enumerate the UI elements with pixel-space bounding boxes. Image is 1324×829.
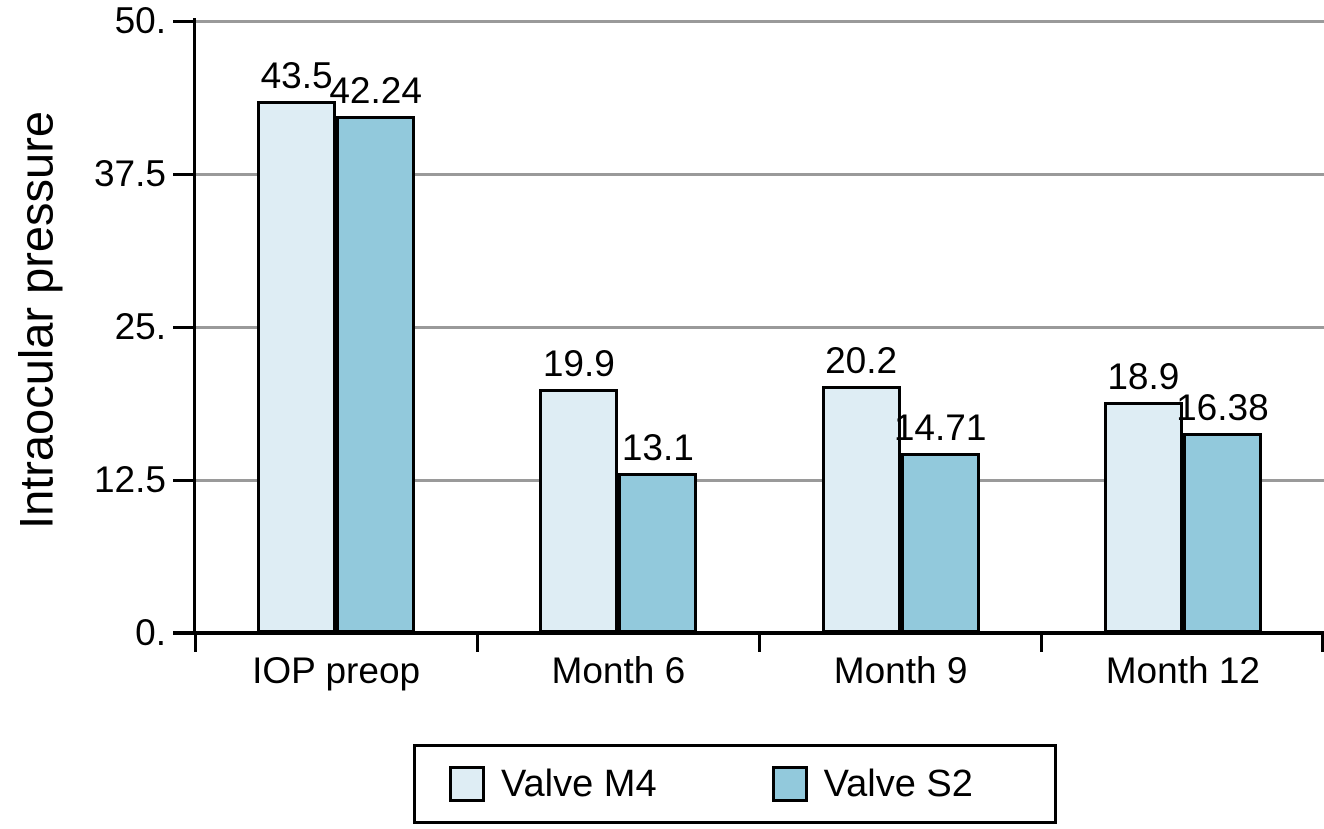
y-tick bbox=[173, 478, 195, 482]
bar-value-label: 13.1 bbox=[621, 426, 694, 468]
bar-valve-m4 bbox=[257, 100, 337, 633]
gridline bbox=[195, 172, 1324, 176]
bar-value-label: 16.38 bbox=[1176, 386, 1269, 428]
bar-value-label: 42.24 bbox=[329, 69, 422, 111]
legend-item-valve-m4: Valve M4 bbox=[449, 763, 657, 806]
bar-valve-s2 bbox=[336, 115, 416, 633]
legend-label-valve-s2: Valve S2 bbox=[823, 762, 973, 805]
y-tick bbox=[173, 325, 195, 329]
y-tick bbox=[173, 172, 195, 176]
bar-value-label: 18.9 bbox=[1107, 355, 1180, 397]
y-axis-line bbox=[193, 18, 196, 633]
x-tick bbox=[1320, 635, 1324, 652]
y-tick-label: 37.5 bbox=[93, 153, 166, 194]
category-label: IOP preop bbox=[252, 650, 421, 691]
y-tick-label: 12.5 bbox=[93, 459, 166, 500]
x-tick bbox=[193, 635, 197, 652]
bar-valve-m4 bbox=[1103, 401, 1183, 633]
category-label: Month 6 bbox=[551, 650, 686, 691]
y-tick bbox=[173, 19, 195, 23]
bar-valve-m4 bbox=[539, 389, 619, 633]
gridline bbox=[195, 325, 1324, 329]
legend-item-valve-s2: Valve S2 bbox=[771, 762, 973, 806]
y-tick-label: 50. bbox=[114, 0, 166, 41]
valve-s2-swatch-icon bbox=[771, 766, 808, 802]
bar-value-label: 14.71 bbox=[893, 406, 987, 448]
x-tick bbox=[475, 635, 479, 652]
gridline bbox=[195, 478, 1324, 482]
bar-valve-s2 bbox=[900, 452, 980, 633]
legend-label-valve-m4: Valve M4 bbox=[501, 762, 657, 805]
y-tick-label: 0. bbox=[135, 612, 166, 653]
gridline bbox=[195, 19, 1324, 23]
bar-value-label: 43.5 bbox=[260, 54, 333, 96]
bar-value-label: 19.9 bbox=[542, 343, 615, 385]
y-tick-label: 25. bbox=[114, 306, 166, 347]
x-axis-line bbox=[173, 631, 1324, 635]
category-label: Month 9 bbox=[833, 650, 968, 691]
legend: Valve M4 Valve S2 bbox=[413, 744, 1057, 824]
bar-valve-s2 bbox=[1182, 432, 1262, 633]
x-tick bbox=[1040, 635, 1044, 652]
x-tick bbox=[758, 635, 761, 652]
category-label: Month 12 bbox=[1105, 650, 1261, 691]
valve-m4-swatch-icon bbox=[449, 766, 485, 802]
bar-value-label: 20.2 bbox=[825, 339, 898, 381]
bar-valve-s2 bbox=[618, 472, 698, 633]
